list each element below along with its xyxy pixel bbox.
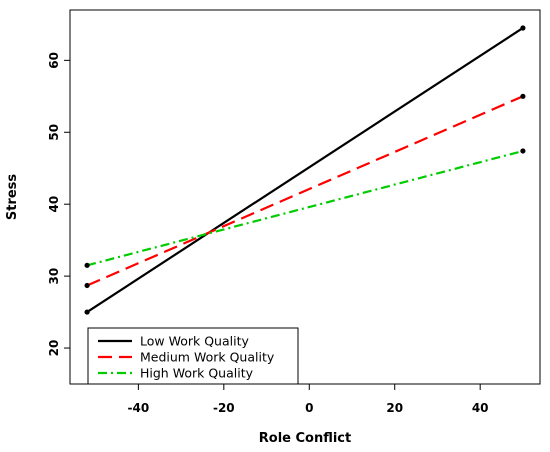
series-2-point-1 — [520, 148, 526, 154]
y-axis-title: Stress — [5, 174, 20, 221]
y-tick-label-3: 50 — [47, 124, 61, 141]
series-1-point-1 — [520, 93, 526, 99]
x-tick-label-4: 40 — [472, 401, 489, 415]
x-axis: -40 -20 0 20 40 — [128, 384, 489, 415]
y-tick-label-4: 60 — [47, 52, 61, 69]
series-line-2 — [86, 149, 524, 267]
x-axis-title: Role Conflict — [259, 431, 351, 446]
x-tick-label-3: 20 — [386, 401, 403, 415]
series-line-1 — [86, 95, 524, 287]
series-line-0 — [86, 27, 524, 313]
series-1-point-0 — [84, 282, 90, 289]
legend-label-2: High Work Quality — [140, 366, 254, 381]
y-axis: 20 30 40 50 60 — [47, 52, 70, 356]
x-tick-label-0: -40 — [128, 401, 150, 415]
y-tick-label-2: 40 — [47, 196, 61, 213]
y-tick-label-0: 20 — [47, 340, 61, 357]
series-0-point-1 — [520, 25, 526, 31]
series-layer — [84, 25, 526, 315]
series-0-point-0 — [84, 309, 90, 315]
legend-label-0: Low Work Quality — [140, 334, 249, 349]
x-tick-label-1: -20 — [213, 401, 235, 415]
y-tick-label-1: 30 — [47, 268, 61, 285]
plot-frame — [69, 9, 541, 385]
series-2-point-0 — [84, 262, 90, 268]
legend-label-1: Medium Work Quality — [140, 350, 275, 365]
x-tick-label-2: 0 — [305, 401, 313, 415]
